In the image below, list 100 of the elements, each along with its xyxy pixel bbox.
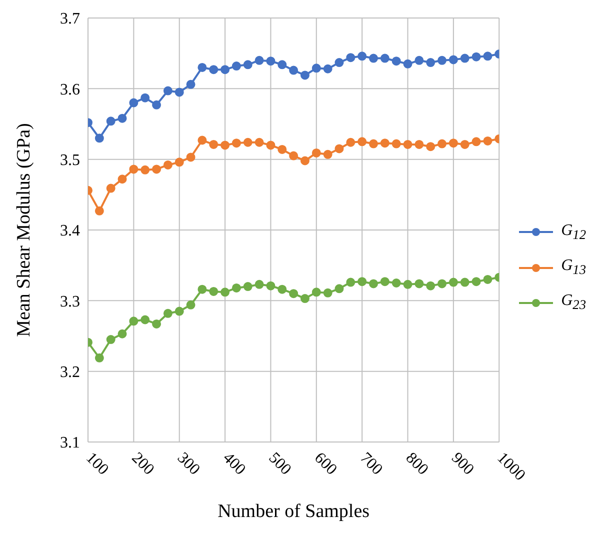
- point: [358, 52, 367, 61]
- point: [266, 140, 276, 150]
- point: [152, 164, 162, 174]
- point: [392, 56, 401, 66]
- y-tick-label: 3.3: [60, 293, 80, 310]
- point: [438, 56, 447, 65]
- point: [289, 289, 298, 298]
- point: [140, 93, 150, 102]
- point: [232, 283, 241, 292]
- point: [163, 308, 172, 318]
- point: [448, 278, 458, 287]
- point: [414, 140, 424, 149]
- point: [118, 329, 127, 338]
- point: [426, 142, 436, 152]
- legend-label: G$_{12}$: [561, 222, 586, 243]
- point: [323, 288, 332, 298]
- y-axis-title: Mean Shear Modulus (GPa): [14, 123, 35, 337]
- x-tick-label: 900: [448, 449, 477, 478]
- point: [426, 281, 436, 290]
- point: [243, 282, 252, 292]
- point: [323, 64, 332, 74]
- point: [186, 152, 196, 162]
- point: [334, 144, 344, 154]
- point: [472, 137, 481, 146]
- point: [232, 62, 241, 71]
- point: [220, 65, 230, 74]
- y-tick-label: 3.2: [60, 364, 80, 382]
- point: [483, 274, 492, 284]
- point: [129, 164, 138, 174]
- point: [152, 319, 162, 328]
- point: [243, 138, 252, 147]
- legend-label: G$_{23}$: [561, 292, 586, 314]
- point: [118, 174, 127, 184]
- point: [312, 148, 321, 158]
- x-tick-label: 600: [310, 449, 340, 478]
- point: [472, 52, 481, 62]
- point: [334, 284, 344, 294]
- point: [380, 54, 390, 63]
- point: [403, 59, 412, 68]
- x-tick-label: 700: [356, 449, 386, 478]
- point: [198, 136, 207, 145]
- point: [266, 56, 276, 66]
- point: [414, 279, 424, 288]
- point: [209, 140, 218, 149]
- x-tick-label: 500: [265, 449, 294, 478]
- point: [266, 281, 276, 290]
- point: [368, 139, 378, 148]
- point: [438, 139, 447, 148]
- point: [106, 335, 116, 344]
- point: [483, 52, 492, 61]
- x-tick-label: 100: [82, 449, 112, 478]
- point: [118, 114, 127, 123]
- point: [278, 284, 287, 294]
- x-tick-label: 1000: [494, 449, 528, 484]
- point: [198, 62, 207, 72]
- point: [198, 284, 207, 294]
- point: [140, 315, 150, 324]
- point: [94, 353, 104, 362]
- point: [254, 138, 264, 147]
- point: [483, 136, 492, 146]
- point: [254, 280, 264, 289]
- legend-label: G$_{13}$: [561, 256, 586, 278]
- x-tick-label: 400: [220, 449, 249, 478]
- point: [300, 294, 310, 304]
- point: [289, 151, 298, 160]
- point: [209, 286, 218, 296]
- x-tick-label: 300: [174, 449, 203, 478]
- point: [460, 54, 470, 63]
- point: [368, 279, 378, 288]
- x-tick-label: 800: [402, 449, 432, 478]
- point: [358, 277, 367, 286]
- point: [346, 53, 356, 62]
- x-axis-title: Number of Samples: [218, 501, 370, 522]
- point: [358, 137, 367, 146]
- point: [220, 140, 230, 150]
- point: [220, 288, 230, 297]
- point: [254, 56, 264, 65]
- point: [232, 138, 241, 148]
- point: [438, 279, 447, 288]
- point: [106, 184, 116, 193]
- point: [380, 277, 390, 286]
- point: [129, 316, 138, 326]
- y-tick-label: 3.5: [60, 152, 80, 170]
- point: [163, 86, 172, 96]
- point: [289, 66, 298, 75]
- point: [186, 80, 196, 89]
- point: [174, 88, 184, 97]
- point: [300, 70, 310, 80]
- y-tick-label: 3.4: [60, 222, 80, 240]
- point: [346, 138, 356, 147]
- point: [94, 206, 104, 216]
- point: [414, 56, 424, 65]
- point: [312, 64, 321, 73]
- point: [448, 55, 458, 64]
- point: [346, 278, 356, 287]
- point: [392, 278, 401, 288]
- point: [323, 150, 332, 159]
- point: [460, 278, 470, 287]
- point: [152, 100, 162, 110]
- point: [392, 139, 401, 148]
